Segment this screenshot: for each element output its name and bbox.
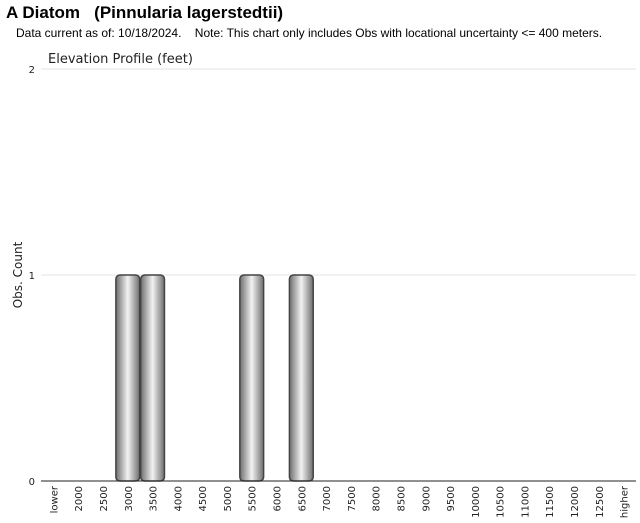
x-tick-label: 7500 [347, 486, 358, 511]
x-tick-label: 12000 [570, 486, 581, 518]
x-tick-label: 4000 [173, 486, 184, 511]
x-tick-label: 4500 [198, 486, 209, 511]
x-tick-label: 3500 [149, 486, 160, 511]
x-tick-label: 5500 [248, 486, 259, 511]
x-tick-label: higher [620, 485, 631, 518]
y-tick-label: 1 [29, 271, 35, 282]
x-tick-label: 2000 [74, 486, 85, 511]
x-tick-label: 8000 [372, 486, 383, 511]
x-tick-label: 6000 [273, 486, 284, 511]
bar-3000 [115, 274, 141, 482]
bar-6500 [288, 274, 314, 482]
bar-5500 [239, 274, 265, 482]
chart-title: Elevation Profile (feet) [48, 52, 193, 67]
data-note: Data current as of: 10/18/2024. Note: Th… [16, 26, 603, 40]
x-tick-label: 5000 [223, 486, 234, 511]
x-tick-label: lower [49, 485, 60, 513]
x-tick-label: 9500 [446, 486, 457, 511]
x-tick-label: 6500 [297, 486, 308, 511]
x-tick-label: 3000 [124, 486, 135, 511]
x-tick-label: 9000 [421, 486, 432, 511]
y-tick-label: 0 [29, 477, 35, 488]
x-tick-label: 8500 [396, 486, 407, 511]
x-tick-label: 10500 [496, 486, 507, 518]
x-tick-label: 10000 [471, 486, 482, 518]
x-tick-label: 11000 [520, 486, 531, 518]
page-title: A Diatom (Pinnularia lagerstedtii) [6, 3, 284, 22]
y-axis-label: Obs. Count [11, 241, 25, 308]
y-tick-label: 2 [29, 65, 35, 76]
x-tick-label: 2500 [99, 486, 110, 511]
x-tick-label: 11500 [545, 486, 556, 518]
x-tick-label: 7000 [322, 486, 333, 511]
bar-3500 [139, 274, 166, 482]
x-tick-label: 12500 [595, 486, 606, 518]
